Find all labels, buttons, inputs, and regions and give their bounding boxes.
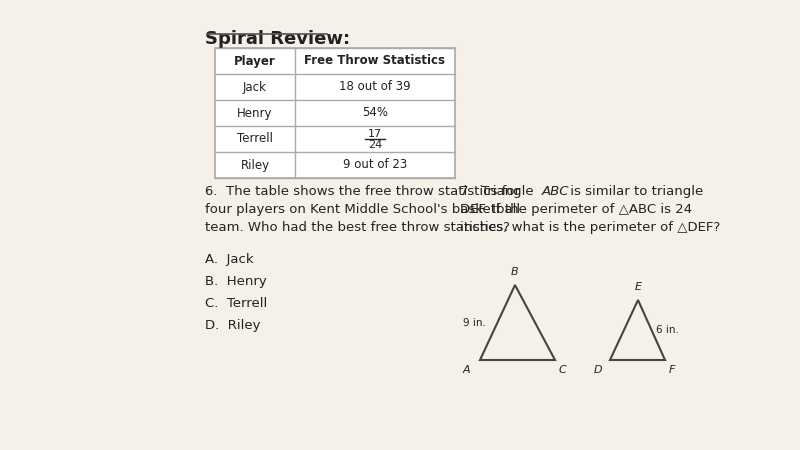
Text: B: B	[511, 267, 519, 277]
Text: Player: Player	[234, 54, 276, 68]
Text: D.  Riley: D. Riley	[205, 319, 261, 332]
Text: is similar to triangle: is similar to triangle	[566, 185, 703, 198]
Text: Jack: Jack	[243, 81, 267, 94]
Text: 17: 17	[368, 129, 382, 139]
Text: 7.  Triangle: 7. Triangle	[460, 185, 538, 198]
Text: Spiral Review:: Spiral Review:	[205, 30, 350, 48]
Text: Riley: Riley	[241, 158, 270, 171]
Text: Terrell: Terrell	[237, 132, 273, 145]
Text: E: E	[634, 282, 642, 292]
Text: 18 out of 39: 18 out of 39	[339, 81, 411, 94]
Text: D: D	[594, 365, 602, 375]
Text: Free Throw Statistics: Free Throw Statistics	[305, 54, 446, 68]
Text: A.  Jack: A. Jack	[205, 253, 254, 266]
Text: four players on Kent Middle School's basketball: four players on Kent Middle School's bas…	[205, 203, 520, 216]
Bar	[215, 48, 455, 178]
Text: team. Who had the best free throw statistics?: team. Who had the best free throw statis…	[205, 221, 510, 234]
Text: B.  Henry: B. Henry	[205, 275, 266, 288]
Text: 6.  The table shows the free throw statistics for: 6. The table shows the free throw statis…	[205, 185, 520, 198]
Text: C: C	[559, 365, 566, 375]
Text: Henry: Henry	[238, 107, 273, 120]
Text: F: F	[669, 365, 675, 375]
Text: 6 in.: 6 in.	[657, 325, 679, 335]
Text: 54%: 54%	[362, 107, 388, 120]
Text: 9 out of 23: 9 out of 23	[343, 158, 407, 171]
Text: inches, what is the perimeter of △DEF?: inches, what is the perimeter of △DEF?	[460, 221, 720, 234]
Text: A: A	[462, 365, 470, 375]
Text: 24: 24	[368, 140, 382, 150]
Text: 9 in.: 9 in.	[462, 318, 486, 328]
Text: DEF. If the perimeter of △ABC is 24: DEF. If the perimeter of △ABC is 24	[460, 203, 692, 216]
Text: C.  Terrell: C. Terrell	[205, 297, 267, 310]
Text: ABC: ABC	[542, 185, 570, 198]
